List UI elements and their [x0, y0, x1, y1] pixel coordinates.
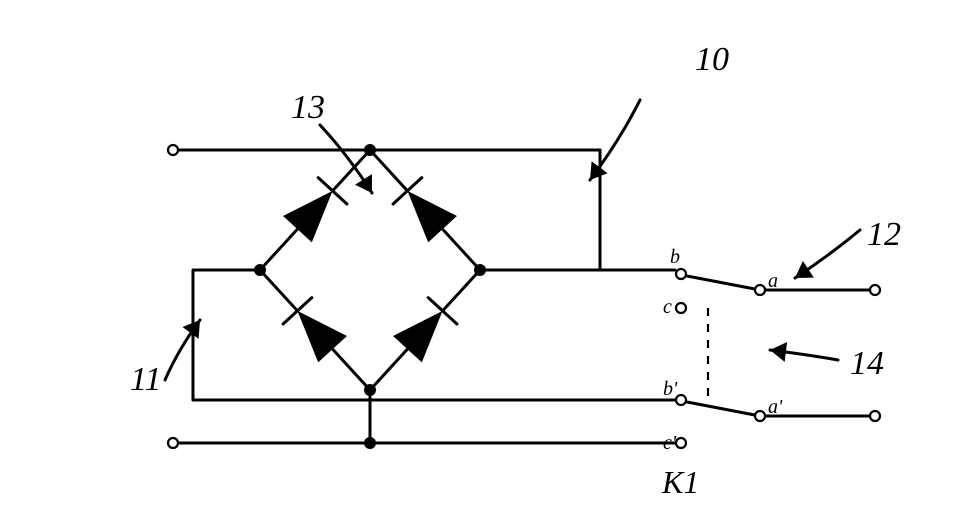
circuit-diagram: 10 13 11 12 14 K1 a b c a' b' c'	[0, 0, 955, 521]
svg-text:11: 11	[130, 361, 161, 398]
svg-text:14: 14	[850, 345, 884, 382]
svg-text:K1: K1	[661, 464, 699, 500]
svg-text:13: 13	[291, 89, 325, 126]
svg-text:a: a	[768, 270, 778, 292]
svg-text:10: 10	[695, 41, 729, 78]
svg-text:c': c'	[663, 432, 677, 454]
svg-text:b: b	[670, 246, 680, 268]
svg-text:a': a'	[768, 396, 783, 418]
svg-text:12: 12	[867, 216, 901, 253]
svg-text:c: c	[663, 296, 672, 318]
svg-text:b': b'	[663, 378, 678, 400]
